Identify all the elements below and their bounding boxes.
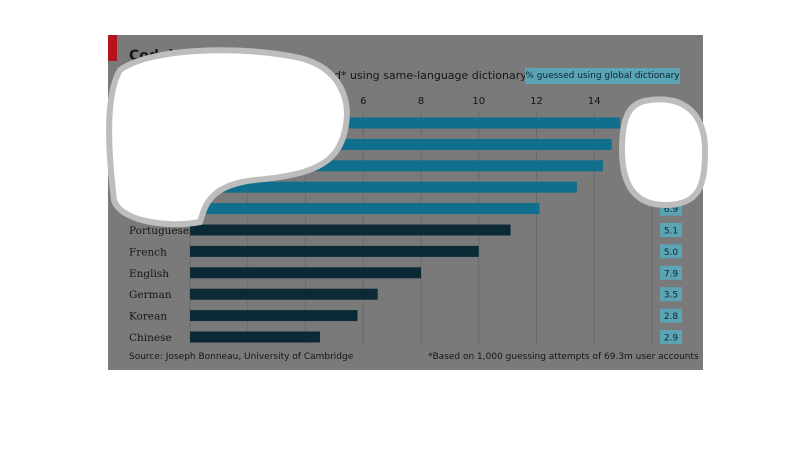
- global-value-label: 6.9: [664, 205, 679, 215]
- global-value-label: 3.5: [664, 291, 678, 301]
- bar: [190, 288, 378, 300]
- bar: [190, 245, 479, 257]
- category-label: Korean: [129, 311, 167, 323]
- bar: [190, 138, 612, 150]
- category-label: French: [129, 246, 167, 258]
- bar: [190, 160, 603, 172]
- category-label: Italian: [129, 139, 164, 151]
- bar: [190, 310, 358, 322]
- x-tick-label: 0: [187, 96, 193, 107]
- global-value-label: 2.9: [664, 334, 679, 344]
- global-value-label: 2.8: [664, 312, 679, 322]
- x-tick-label: 2: [245, 96, 251, 107]
- bar: [190, 331, 320, 343]
- global-value-box: [660, 330, 682, 344]
- bar: [190, 181, 577, 193]
- category-label: Spanish: [129, 204, 172, 216]
- bar: [190, 203, 540, 215]
- x-tick-label: 16: [646, 96, 659, 107]
- category-label: Vietnamese: [128, 161, 191, 173]
- source-note: Source: Joseph Bonneau, University of Ca…: [129, 352, 354, 362]
- x-tick-label: 4: [302, 96, 308, 107]
- global-value-label: 8.6: [664, 184, 679, 194]
- bar: [190, 224, 511, 236]
- x-tick-label: 6: [360, 96, 366, 107]
- category-label: Indonesian: [129, 118, 188, 130]
- bar: [190, 267, 421, 279]
- footnote: *Based on 1,000 guessing attempts of 69.…: [428, 352, 699, 362]
- x-tick-label: 10: [472, 96, 485, 107]
- x-tick-label: 14: [588, 96, 601, 107]
- x-tick-label: 12: [530, 96, 543, 107]
- category-label: Chinese: [129, 332, 172, 344]
- global-value-label: 7.9: [664, 269, 679, 279]
- bar: [190, 117, 621, 129]
- category-label: Greek: [129, 182, 162, 194]
- category-label: English: [129, 268, 169, 280]
- x-tick-label: 8: [418, 96, 424, 107]
- global-value-label: 9.3: [664, 120, 678, 130]
- category-label: Portuguese: [129, 225, 189, 237]
- global-value-box: [660, 265, 682, 280]
- category-label: German: [129, 289, 172, 301]
- global-value-box: [660, 308, 682, 323]
- global-dictionary-label: % guessed using global dictionary: [525, 68, 680, 84]
- global-value-box: [660, 287, 682, 302]
- global-value-label: 5.0: [664, 248, 679, 258]
- global-value-label: 5.1: [664, 227, 678, 237]
- global-value-box: [660, 223, 682, 237]
- global-value-box: [660, 244, 682, 259]
- global-value-label: 7.8: [664, 162, 679, 172]
- global-value-label: 7.2: [664, 141, 678, 151]
